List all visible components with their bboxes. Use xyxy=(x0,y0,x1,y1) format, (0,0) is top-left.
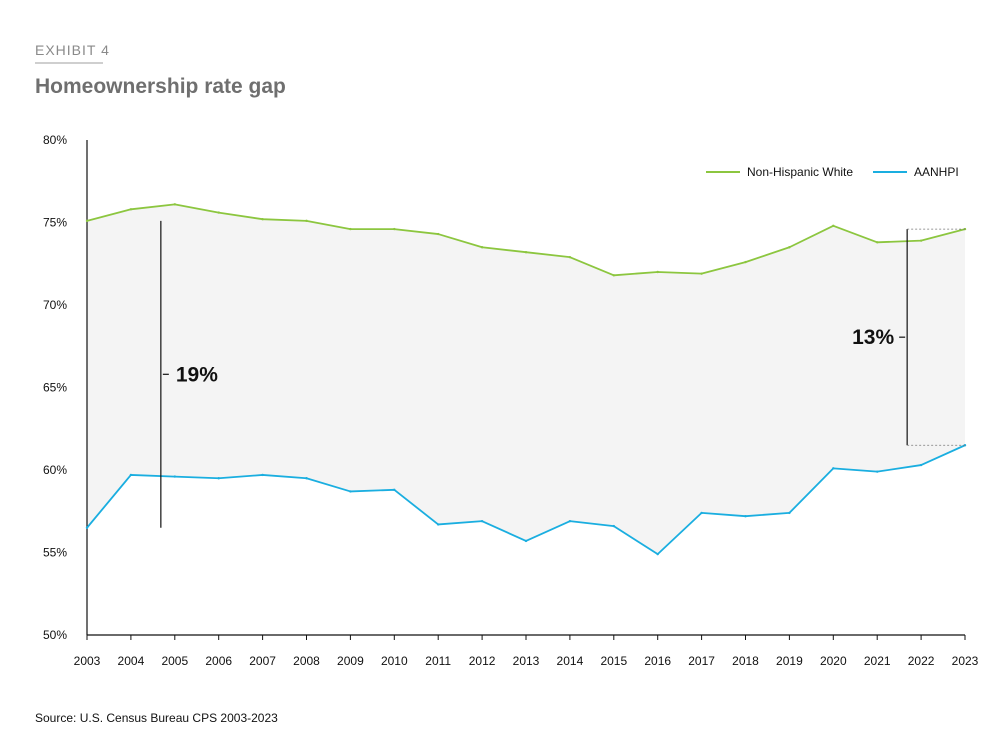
y-tick-label: 80% xyxy=(43,133,67,147)
data-point xyxy=(437,523,440,526)
data-point xyxy=(744,260,747,264)
x-tick-label: 2019 xyxy=(776,654,803,668)
x-tick-label: 2017 xyxy=(688,654,715,668)
data-point xyxy=(173,475,176,478)
y-tick-label: 60% xyxy=(43,463,67,477)
x-tick-label: 2023 xyxy=(952,654,979,668)
gap-label-2023: 13% xyxy=(852,326,894,349)
data-point xyxy=(480,519,484,523)
x-tick-label: 2018 xyxy=(732,654,759,668)
exhibit-label: EXHIBIT 4 xyxy=(35,42,110,58)
data-point xyxy=(305,219,308,223)
y-tick-label: 55% xyxy=(43,546,67,560)
data-point xyxy=(437,232,440,236)
legend-label: AANHPI xyxy=(914,165,959,179)
data-point xyxy=(700,511,703,515)
data-point xyxy=(876,241,879,244)
data-point xyxy=(85,219,89,223)
x-tick-label: 2006 xyxy=(205,654,232,668)
x-tick-label: 2016 xyxy=(644,654,671,668)
y-tick-label: 70% xyxy=(43,298,67,312)
data-point xyxy=(656,270,659,274)
y-tick-label: 65% xyxy=(43,381,67,395)
data-point xyxy=(393,488,396,491)
data-point xyxy=(305,477,308,480)
data-point xyxy=(744,515,747,518)
data-point xyxy=(349,227,352,231)
data-point xyxy=(173,203,176,206)
x-tick-label: 2013 xyxy=(513,654,540,668)
exhibit-underline xyxy=(35,62,103,64)
x-tick-label: 2009 xyxy=(337,654,364,668)
data-point xyxy=(612,524,615,528)
x-tick-label: 2007 xyxy=(249,654,276,668)
data-point xyxy=(568,519,572,523)
x-tick-label: 2008 xyxy=(293,654,320,668)
data-point xyxy=(217,211,220,214)
data-point xyxy=(261,473,264,477)
chart-title: Homeownership rate gap xyxy=(35,75,286,98)
data-point xyxy=(700,272,703,275)
data-point xyxy=(261,218,264,221)
x-tick-label: 2010 xyxy=(381,654,408,668)
data-point xyxy=(612,274,615,277)
data-point xyxy=(349,490,352,493)
x-tick-label: 2021 xyxy=(864,654,891,668)
y-tick-label: 50% xyxy=(43,628,67,642)
x-tick-label: 2020 xyxy=(820,654,847,668)
data-point xyxy=(129,208,133,211)
data-point xyxy=(217,477,220,480)
data-point xyxy=(876,470,879,473)
data-point xyxy=(788,511,791,515)
x-tick-label: 2022 xyxy=(908,654,935,668)
data-point xyxy=(129,473,133,477)
data-point xyxy=(919,463,923,467)
data-point xyxy=(788,246,791,249)
data-point xyxy=(480,246,484,249)
source-note: Source: U.S. Census Bureau CPS 2003-2023 xyxy=(35,711,278,725)
x-tick-label: 2004 xyxy=(118,654,145,668)
data-point xyxy=(919,239,923,242)
gap-area xyxy=(87,204,965,555)
x-tick-label: 2014 xyxy=(557,654,584,668)
y-tick-label: 75% xyxy=(43,216,67,230)
x-tick-label: 2011 xyxy=(425,654,451,668)
data-point xyxy=(524,539,528,543)
gap-label-2003: 19% xyxy=(176,363,218,386)
x-tick-label: 2005 xyxy=(161,654,188,668)
data-point xyxy=(393,227,396,231)
data-point xyxy=(85,526,89,529)
legend-label: Non-Hispanic White xyxy=(747,165,853,179)
x-tick-label: 2003 xyxy=(74,654,101,668)
x-tick-label: 2012 xyxy=(469,654,496,668)
data-point xyxy=(832,467,835,470)
data-point xyxy=(524,251,528,254)
data-point xyxy=(568,255,572,259)
data-point xyxy=(656,552,659,556)
x-tick-label: 2015 xyxy=(600,654,627,668)
data-point xyxy=(832,224,835,227)
